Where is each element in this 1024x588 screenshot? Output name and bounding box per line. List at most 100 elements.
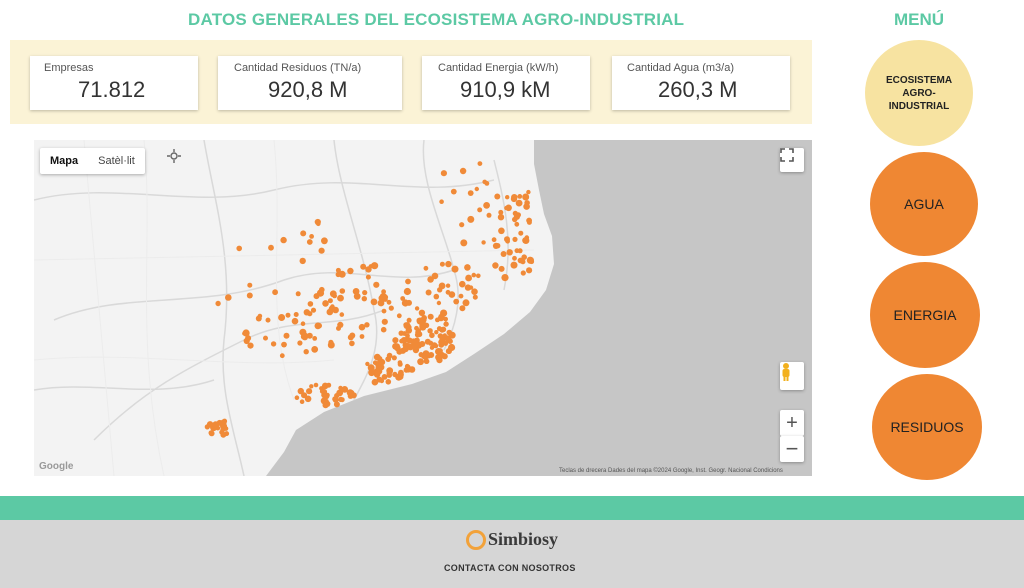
company-marker[interactable] [364, 322, 370, 328]
company-marker[interactable] [440, 326, 447, 333]
company-marker[interactable] [397, 361, 403, 367]
company-marker[interactable] [494, 193, 501, 200]
company-marker[interactable] [243, 337, 250, 345]
fullscreen-icon[interactable] [780, 148, 804, 172]
company-marker[interactable] [212, 421, 220, 429]
company-marker[interactable] [281, 341, 287, 348]
company-marker[interactable] [297, 340, 303, 346]
company-marker[interactable] [386, 367, 394, 375]
company-marker[interactable] [425, 289, 432, 296]
menu-residuos-button[interactable]: RESIDUOS [872, 374, 982, 480]
company-marker[interactable] [434, 330, 439, 335]
company-marker[interactable] [522, 237, 530, 244]
company-marker[interactable] [515, 199, 523, 207]
company-marker[interactable] [506, 249, 513, 256]
company-marker[interactable] [505, 195, 510, 200]
company-marker[interactable] [316, 221, 321, 227]
company-marker[interactable] [431, 272, 439, 280]
company-marker[interactable] [280, 236, 287, 244]
company-marker[interactable] [438, 351, 446, 359]
company-marker[interactable] [247, 342, 254, 349]
company-marker[interactable] [299, 399, 305, 405]
company-marker[interactable] [406, 324, 412, 330]
company-marker[interactable] [335, 267, 341, 273]
company-marker[interactable] [208, 430, 215, 437]
company-marker[interactable] [396, 348, 403, 355]
company-marker[interactable] [476, 273, 481, 279]
company-marker[interactable] [246, 292, 253, 299]
company-marker[interactable] [381, 308, 387, 314]
company-marker[interactable] [322, 300, 329, 307]
simbiosy-logo[interactable]: Simbiosy [466, 529, 558, 550]
company-marker[interactable] [492, 262, 499, 269]
company-marker[interactable] [511, 194, 518, 201]
company-marker[interactable] [436, 357, 443, 364]
company-marker[interactable] [386, 372, 392, 378]
company-marker[interactable] [309, 234, 314, 239]
location-icon[interactable] [166, 148, 186, 168]
company-marker[interactable] [297, 387, 304, 395]
menu-agua-button[interactable]: AGUA [870, 152, 978, 256]
company-marker[interactable] [278, 314, 286, 321]
company-marker[interactable] [419, 341, 424, 346]
company-marker[interactable] [471, 288, 478, 295]
company-marker[interactable] [242, 331, 247, 336]
company-marker[interactable] [505, 238, 510, 244]
company-marker[interactable] [427, 276, 434, 283]
company-marker[interactable] [437, 314, 445, 322]
map-type-control[interactable]: Mapa Satèl·lit [40, 148, 145, 174]
company-marker[interactable] [450, 188, 457, 195]
company-marker[interactable] [486, 212, 492, 218]
company-marker[interactable] [459, 222, 465, 228]
company-marker[interactable] [328, 339, 334, 345]
company-marker[interactable] [337, 294, 344, 302]
company-marker[interactable] [313, 382, 319, 388]
company-marker[interactable] [402, 345, 409, 353]
company-marker[interactable] [398, 330, 404, 336]
company-marker[interactable] [332, 293, 337, 299]
company-marker[interactable] [339, 312, 345, 317]
company-marker[interactable] [392, 371, 398, 378]
company-marker[interactable] [474, 186, 479, 192]
company-marker[interactable] [285, 312, 291, 318]
company-marker[interactable] [446, 349, 452, 354]
company-marker[interactable] [335, 271, 341, 278]
company-marker[interactable] [378, 358, 386, 366]
company-marker[interactable] [321, 382, 329, 390]
company-marker[interactable] [406, 337, 413, 344]
company-marker[interactable] [325, 392, 330, 398]
company-marker[interactable] [437, 333, 444, 339]
company-marker[interactable] [265, 317, 271, 323]
company-marker[interactable] [304, 395, 312, 403]
company-marker[interactable] [472, 294, 478, 300]
company-marker[interactable] [459, 305, 466, 312]
company-marker[interactable] [518, 230, 524, 236]
company-marker[interactable] [414, 306, 420, 311]
company-marker[interactable] [373, 281, 380, 288]
zoom-in-icon[interactable]: + [780, 410, 804, 436]
company-marker[interactable] [365, 361, 370, 367]
company-marker[interactable] [423, 265, 429, 271]
company-marker[interactable] [501, 274, 509, 282]
company-marker[interactable] [324, 400, 331, 407]
company-marker[interactable] [397, 373, 403, 378]
company-marker[interactable] [512, 210, 518, 216]
company-marker[interactable] [460, 239, 468, 247]
company-marker[interactable] [521, 254, 527, 260]
company-marker[interactable] [498, 265, 505, 272]
company-marker[interactable] [396, 313, 402, 319]
company-marker[interactable] [429, 332, 435, 339]
company-marker[interactable] [381, 374, 388, 380]
company-marker[interactable] [498, 227, 505, 235]
company-marker[interactable] [517, 257, 524, 264]
company-marker[interactable] [510, 261, 518, 269]
company-marker[interactable] [526, 189, 531, 195]
company-marker[interactable] [416, 317, 424, 325]
company-marker[interactable] [512, 255, 517, 261]
company-marker[interactable] [417, 358, 424, 366]
company-marker[interactable] [371, 300, 377, 305]
company-marker[interactable] [268, 244, 274, 251]
company-marker[interactable] [247, 282, 253, 288]
company-marker[interactable] [497, 214, 505, 221]
company-marker[interactable] [468, 285, 474, 290]
